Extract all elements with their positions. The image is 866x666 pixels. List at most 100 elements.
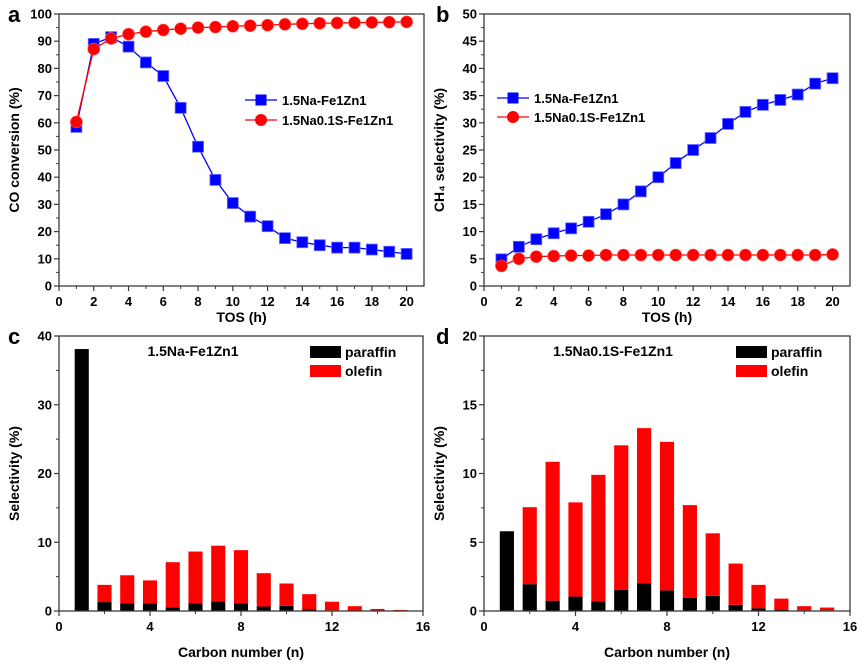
bar-paraffin	[279, 605, 294, 611]
bar-olefin	[545, 461, 560, 601]
bar-paraffin	[499, 531, 514, 611]
data-point-square	[279, 232, 291, 245]
y-tick-label: 0	[470, 604, 477, 619]
bar-olefin	[256, 573, 271, 607]
data-point-square	[140, 56, 152, 69]
x-tick-label: 4	[550, 294, 558, 309]
data-point-square	[617, 198, 630, 211]
data-point-circle	[400, 15, 413, 29]
bar-olefin	[188, 551, 203, 604]
bar-olefin	[120, 575, 135, 604]
bar-paraffin	[97, 602, 112, 611]
legend-swatch	[736, 365, 767, 377]
data-point-square	[756, 98, 769, 111]
series-1.5Na0.1S-Fe1Zn1	[70, 15, 413, 129]
legend-label: 1.5Na-Fe1Zn1	[282, 93, 367, 108]
bar-paraffin	[142, 603, 158, 611]
x-tick-label: 18	[790, 294, 804, 309]
data-point-circle	[791, 248, 805, 262]
bar-paraffin	[614, 589, 629, 611]
y-tick-label: 80	[38, 61, 52, 76]
y-tick-label: 5	[470, 535, 477, 550]
bar-olefin	[279, 583, 294, 606]
data-point-circle	[191, 21, 205, 34]
x-tick-label: 12	[325, 619, 339, 634]
y-tick-label: 20	[463, 329, 477, 344]
data-point-square	[331, 241, 343, 254]
data-point-square	[809, 77, 822, 90]
y-tick-label: 30	[463, 115, 477, 130]
data-point-square	[634, 185, 647, 198]
data-point-circle	[87, 42, 101, 56]
y-tick-label: 30	[38, 197, 52, 212]
x-tick-label: 20	[825, 294, 839, 309]
y-tick-label: 25	[463, 143, 477, 158]
x-tick-label: 2	[90, 294, 97, 309]
x-tick-label: 16	[843, 619, 857, 634]
x-axis-label: Carbon number (n)	[178, 644, 304, 660]
x-tick-label: 8	[663, 619, 670, 634]
y-tick-label: 50	[463, 7, 477, 22]
chart-title: 1.5Na0.1S-Fe1Zn1	[553, 343, 673, 359]
data-point-circle	[156, 23, 170, 37]
series-line	[75, 36, 407, 255]
x-tick-label: 4	[572, 619, 580, 634]
panel-a: a 0 10 20 30 40 50 60 70 80 90 100 0 2 4 6 8 10 12 14 16 18 20…	[6, 2, 425, 325]
data-point-circle	[348, 16, 361, 30]
x-tick-label: 20	[399, 294, 413, 309]
panel-letter: c	[8, 324, 20, 349]
y-tick-label: 5	[470, 251, 477, 266]
panel-letter: a	[8, 2, 21, 27]
y-tick-label: 10	[463, 224, 477, 239]
bar-paraffin	[188, 603, 203, 611]
y-tick-label: 20	[38, 466, 52, 481]
data-point-square	[512, 240, 525, 253]
panel-c: c 0 10 20 30 40 0 4 8 12 16 Carbon number (n) Select…	[6, 324, 430, 660]
data-point-square	[157, 70, 170, 82]
data-point-circle	[122, 27, 135, 41]
x-tick-label: 16	[756, 294, 770, 309]
bar-olefin	[522, 507, 537, 585]
data-point-circle	[773, 248, 787, 262]
x-tick-label: 2	[515, 294, 522, 309]
bar-paraffin	[682, 597, 697, 611]
x-tick-label: 8	[237, 619, 244, 634]
data-point-square	[226, 197, 239, 209]
data-point-circle	[704, 248, 717, 262]
y-tick-label: 40	[463, 61, 477, 76]
legend-label: paraffin	[345, 344, 396, 360]
data-point-square	[348, 241, 361, 254]
legend-label: olefin	[771, 363, 808, 379]
series-1.5Na0.1S-Fe1Zn1	[495, 248, 839, 273]
y-tick-label: 0	[45, 604, 52, 619]
data-point-circle	[139, 25, 153, 38]
bar-paraffin	[774, 609, 789, 611]
data-point-circle	[529, 250, 543, 263]
panel-b: b 0 5 10 15 20 25 30 35 40 45 50 0 2 4 6 8 10 12 14 16 18 20 TO…	[431, 2, 851, 325]
data-point-circle	[582, 249, 595, 262]
legend-label: 1.5Na0.1S-Fe1Zn1	[282, 113, 393, 128]
legend-swatch	[310, 346, 341, 358]
bar-paraffin	[165, 607, 180, 611]
y-tick-label: 35	[463, 88, 477, 103]
x-tick-label: 16	[416, 619, 430, 634]
data-point-circle	[739, 248, 752, 262]
y-tick-label: 100	[30, 7, 52, 22]
data-point-square	[669, 157, 682, 169]
data-point-square	[383, 245, 396, 258]
data-point-circle	[313, 16, 327, 30]
y-tick-label: 0	[45, 279, 52, 294]
data-point-square	[192, 140, 204, 153]
data-point-square	[739, 106, 752, 118]
data-point-circle	[296, 17, 309, 31]
x-axis-label: TOS (h)	[642, 309, 692, 325]
y-tick-label: 60	[38, 115, 52, 130]
legend-label: 1.5Na-Fe1Zn1	[534, 91, 619, 106]
data-point-square	[209, 174, 222, 186]
y-axis-label: Selectivity (%)	[6, 426, 22, 521]
legend-marker-square	[507, 92, 519, 104]
data-point-square	[722, 117, 734, 130]
data-point-square	[704, 132, 717, 144]
data-point-circle	[651, 248, 665, 262]
